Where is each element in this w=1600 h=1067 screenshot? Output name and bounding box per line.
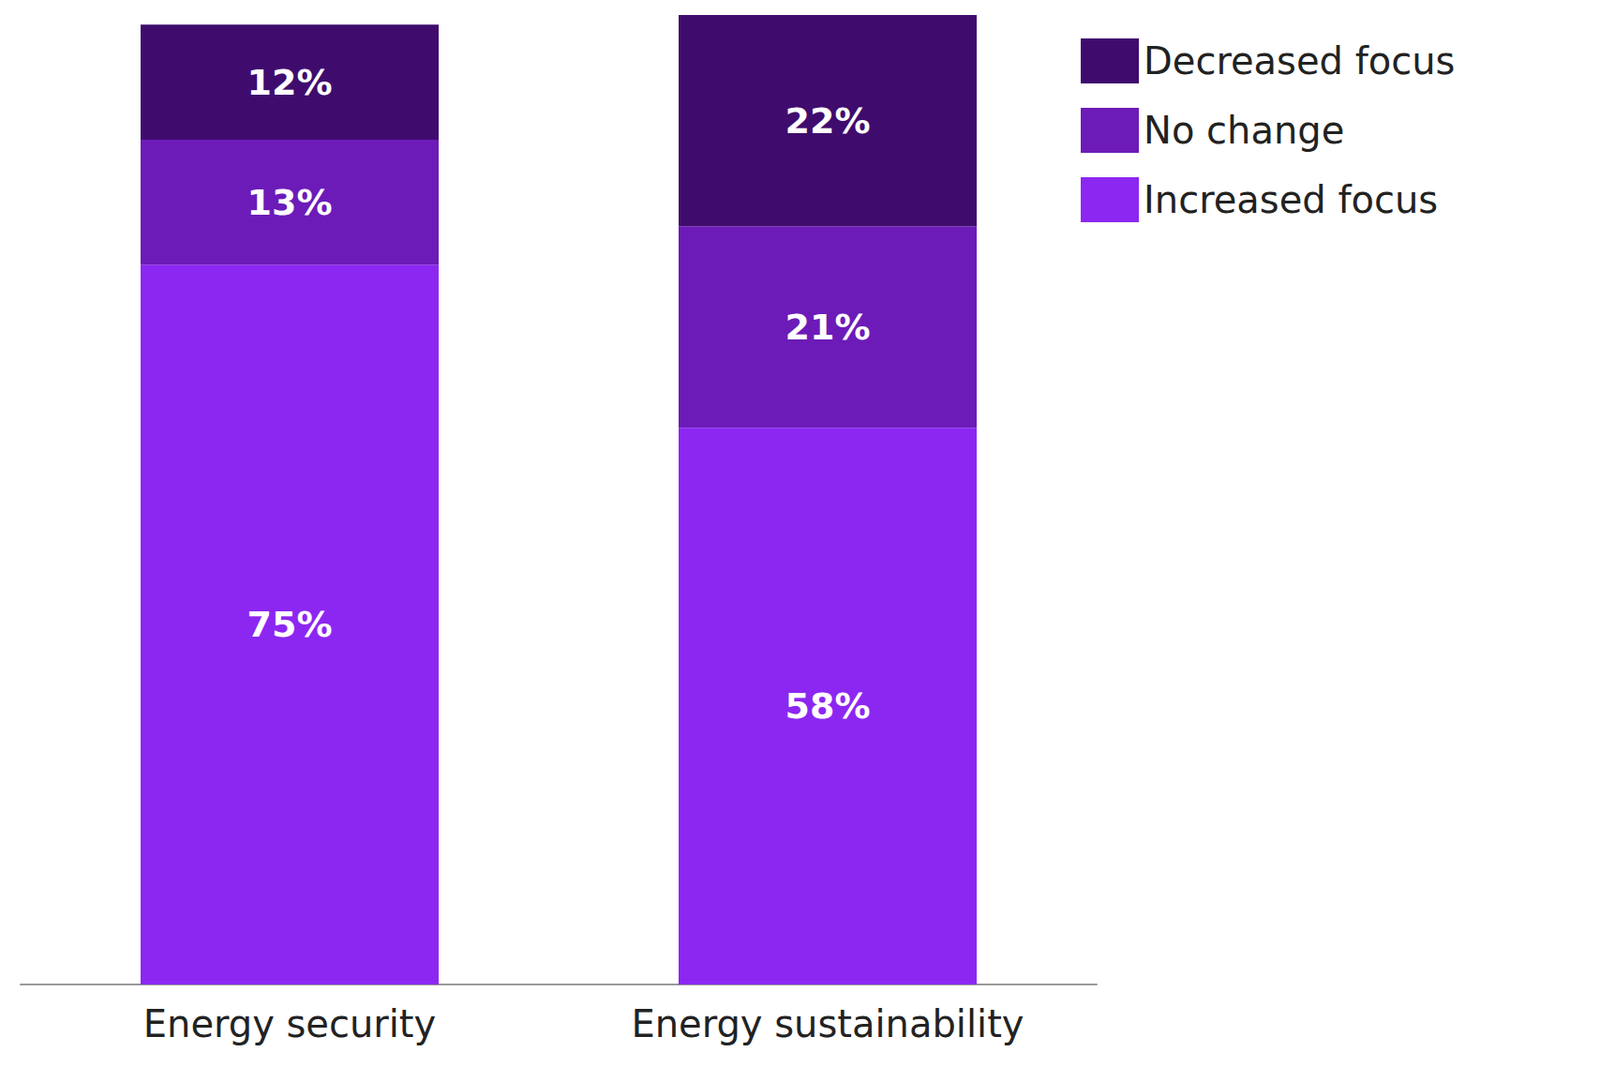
svg-text:13%: 13% <box>247 181 333 224</box>
svg-text:75%: 75% <box>247 603 333 645</box>
svg-text:12%: 12% <box>247 61 333 104</box>
svg-text:Energy security: Energy security <box>143 1001 436 1046</box>
svg-text:No change: No change <box>1143 108 1345 152</box>
svg-text:Energy sustainability: Energy sustainability <box>630 1001 1024 1046</box>
svg-text:Decreased focus: Decreased focus <box>1143 39 1455 83</box>
svg-text:Increased focus: Increased focus <box>1143 178 1438 222</box>
svg-text:21%: 21% <box>785 306 871 348</box>
svg-text:58%: 58% <box>785 685 871 727</box>
svg-text:22%: 22% <box>785 100 871 142</box>
